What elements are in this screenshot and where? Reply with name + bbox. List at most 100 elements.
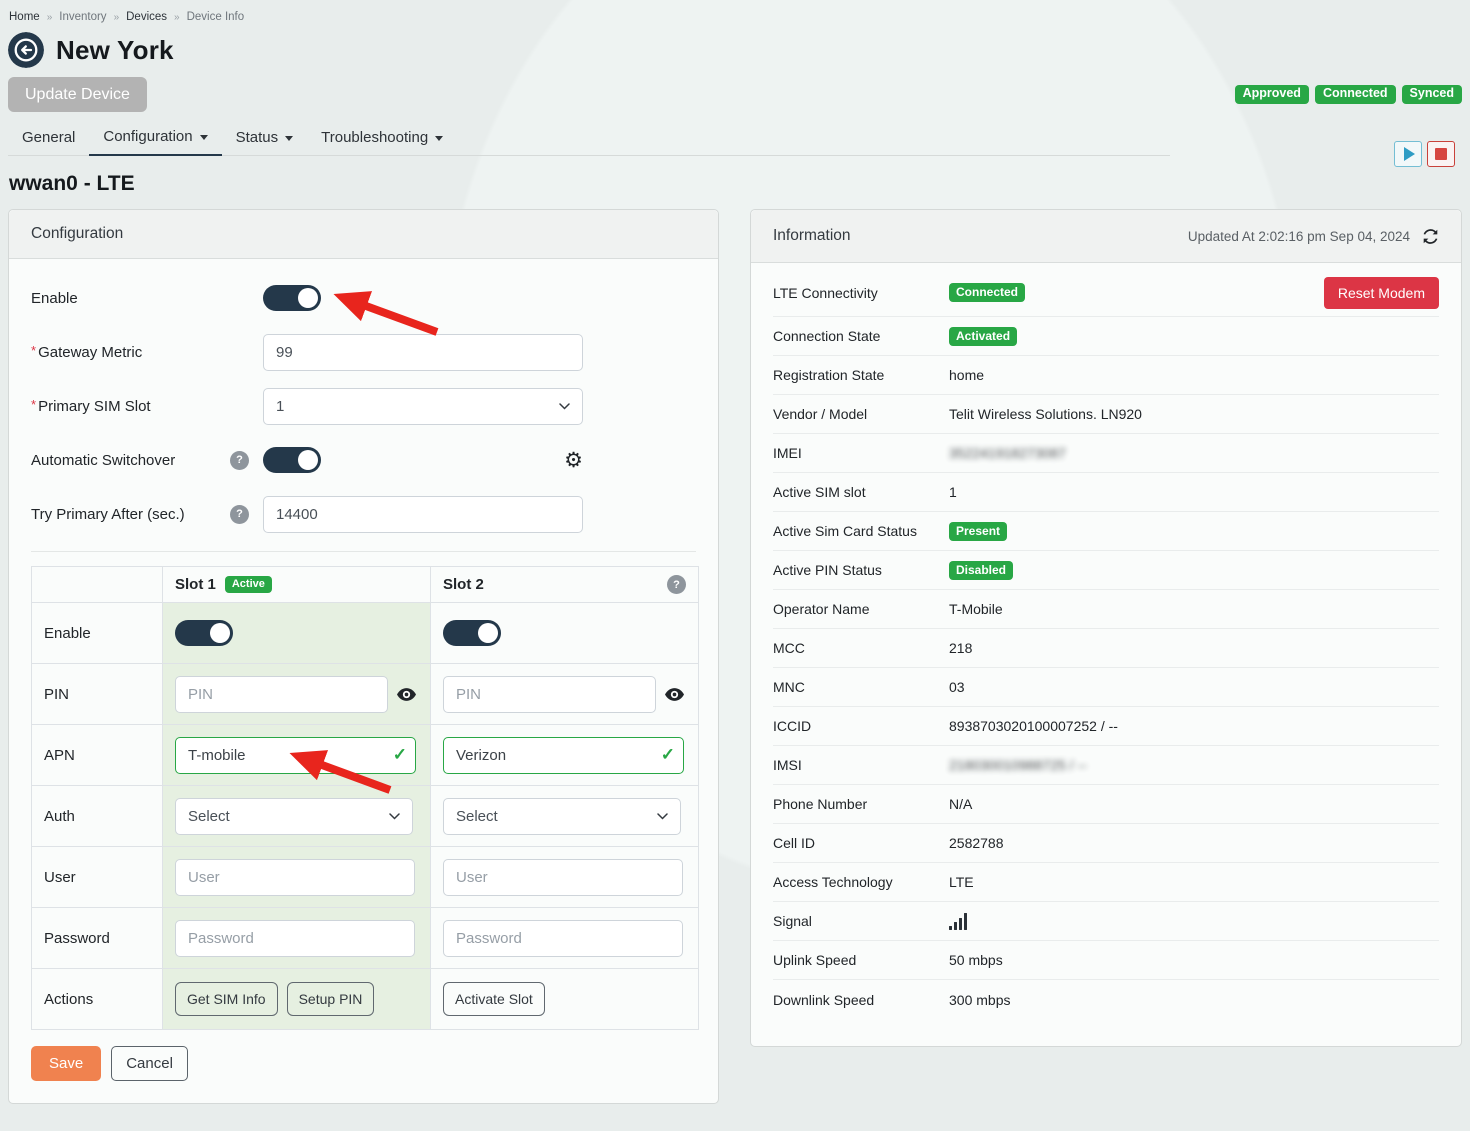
row-label-user: User bbox=[31, 846, 163, 908]
stop-button[interactable] bbox=[1427, 141, 1455, 167]
info-row: ICCID 8938703020100007252 / -- bbox=[773, 707, 1439, 746]
info-row: MNC 03 bbox=[773, 668, 1439, 707]
sim-actions-row: Actions Get SIM Info Setup PIN Activate … bbox=[31, 968, 699, 1030]
info-row: Registration State home bbox=[773, 356, 1439, 395]
help-icon[interactable]: ? bbox=[667, 575, 686, 594]
info-label: ICCID bbox=[773, 718, 812, 734]
section-title: wwan0 - LTE bbox=[9, 172, 135, 195]
help-icon[interactable]: ? bbox=[230, 450, 249, 470]
info-row: Active SIM slot 1 bbox=[773, 473, 1439, 512]
updated-at-text: Updated At 2:02:16 pm Sep 04, 2024 bbox=[1187, 228, 1410, 244]
primary-sim-slot-select[interactable]: 1 bbox=[263, 387, 583, 425]
primary-sim-slot-label: * Primary SIM Slot bbox=[31, 396, 151, 415]
info-row: Downlink Speed 300 mbps bbox=[773, 980, 1439, 1019]
tab-status[interactable]: Status bbox=[222, 119, 308, 156]
try-primary-after-input[interactable] bbox=[263, 495, 583, 533]
slot1-apn-input[interactable] bbox=[175, 736, 416, 774]
eye-icon[interactable] bbox=[665, 687, 684, 701]
reset-modem-button[interactable]: Reset Modem bbox=[1323, 276, 1439, 309]
breadcrumb-devices[interactable]: Devices bbox=[126, 11, 168, 23]
row-label-enable: Enable bbox=[31, 602, 163, 664]
info-label: Vendor / Model bbox=[773, 406, 868, 422]
setup-pin-button[interactable]: Setup PIN bbox=[286, 982, 375, 1016]
info-row: Connection State Activated bbox=[773, 317, 1439, 356]
info-row: IMSI 218030010988725 / -- bbox=[773, 746, 1439, 785]
breadcrumb-inventory[interactable]: Inventory bbox=[59, 11, 107, 23]
slot2-apn-input[interactable] bbox=[443, 736, 684, 774]
eye-icon[interactable] bbox=[397, 687, 416, 701]
info-row: IMEI 352241918273087 bbox=[773, 434, 1439, 473]
chevron-down-icon bbox=[389, 812, 400, 820]
primary-sim-slot-row: * Primary SIM Slot 1 bbox=[31, 379, 696, 433]
breadcrumb-separator: » bbox=[174, 11, 180, 23]
refresh-icon[interactable] bbox=[1422, 228, 1439, 245]
info-value: 218 bbox=[949, 640, 973, 656]
slot2-user-input[interactable] bbox=[443, 858, 683, 896]
info-row: Signal bbox=[773, 902, 1439, 941]
chevron-down-icon bbox=[199, 135, 208, 140]
breadcrumb-home[interactable]: Home bbox=[9, 11, 40, 23]
required-asterisk: * bbox=[31, 342, 37, 358]
enable-field-row: Enable bbox=[31, 271, 696, 325]
empty-header-cell bbox=[31, 566, 163, 603]
tab-troubleshooting[interactable]: Troubleshooting bbox=[307, 119, 457, 156]
approved-badge: Approved bbox=[1234, 85, 1309, 104]
stop-icon bbox=[1435, 148, 1447, 160]
row-label-pin: PIN bbox=[31, 663, 163, 725]
sim-apn-row: APN ✓ ✓ bbox=[31, 724, 699, 786]
tab-configuration[interactable]: Configuration bbox=[89, 119, 222, 156]
selected-value: Select bbox=[456, 807, 498, 825]
info-label: Active PIN Status bbox=[773, 562, 882, 578]
chevron-down-icon bbox=[435, 136, 444, 141]
slot1-user-input[interactable] bbox=[175, 858, 415, 896]
sim-slots-table: Slot 1 Active Slot 2 ? Enable PIN bbox=[31, 566, 699, 1030]
slot2-enable-toggle[interactable] bbox=[443, 620, 501, 646]
slot1-password-input[interactable] bbox=[175, 919, 415, 957]
info-label: Phone Number bbox=[773, 796, 868, 812]
slot2-auth-select[interactable]: Select bbox=[443, 797, 681, 835]
connected-badge: Connected bbox=[1314, 85, 1396, 104]
gateway-metric-input[interactable] bbox=[263, 333, 583, 371]
gateway-metric-label: * Gateway Metric bbox=[31, 342, 143, 361]
back-button-icon[interactable] bbox=[8, 32, 44, 68]
tab-label: Troubleshooting bbox=[321, 129, 429, 146]
info-value: Telit Wireless Solutions. LN920 bbox=[949, 406, 1142, 422]
info-label: MCC bbox=[773, 640, 805, 656]
tab-label: Configuration bbox=[103, 128, 193, 145]
slot2-password-input[interactable] bbox=[443, 919, 683, 957]
play-button[interactable] bbox=[1394, 141, 1422, 167]
info-label: Signal bbox=[773, 913, 812, 929]
breadcrumb: Home » Inventory » Devices » Device Info bbox=[9, 11, 244, 23]
info-label: Operator Name bbox=[773, 601, 870, 617]
sim-pin-row: PIN bbox=[31, 663, 699, 725]
valid-check-icon: ✓ bbox=[392, 744, 407, 764]
cancel-button[interactable]: Cancel bbox=[111, 1046, 188, 1081]
update-device-button[interactable]: Update Device bbox=[8, 77, 147, 112]
status-badge: Disabled bbox=[949, 560, 1014, 580]
info-value: home bbox=[949, 367, 985, 383]
help-icon[interactable]: ? bbox=[230, 504, 249, 524]
status-badges: Approved Connected Synced bbox=[1234, 85, 1462, 104]
info-value: 50 mbps bbox=[949, 952, 1003, 968]
selected-value: Select bbox=[188, 807, 230, 825]
save-button[interactable]: Save bbox=[31, 1046, 102, 1081]
tab-label: General bbox=[22, 129, 76, 146]
sim-auth-row: Auth Select Select bbox=[31, 785, 699, 847]
info-value: LTE bbox=[949, 874, 974, 890]
slot1-enable-toggle[interactable] bbox=[175, 620, 233, 646]
activate-slot-button[interactable]: Activate Slot bbox=[443, 982, 545, 1016]
slot2-pin-input[interactable] bbox=[443, 675, 656, 713]
info-value: 2582788 bbox=[949, 835, 1004, 851]
slot1-auth-select[interactable]: Select bbox=[175, 797, 413, 835]
slot1-pin-input[interactable] bbox=[175, 675, 388, 713]
automatic-switchover-toggle[interactable] bbox=[263, 447, 321, 473]
info-row: MCC 218 bbox=[773, 629, 1439, 668]
breadcrumb-device-info: Device Info bbox=[186, 11, 245, 23]
enable-toggle[interactable] bbox=[263, 285, 321, 311]
gear-icon[interactable]: ⚙ bbox=[564, 448, 583, 472]
get-sim-info-button[interactable]: Get SIM Info bbox=[175, 982, 278, 1016]
sim-password-row: Password bbox=[31, 907, 699, 969]
tab-general[interactable]: General bbox=[8, 119, 89, 156]
status-badge: Connected bbox=[949, 283, 1026, 302]
page-title: New York bbox=[56, 34, 174, 65]
